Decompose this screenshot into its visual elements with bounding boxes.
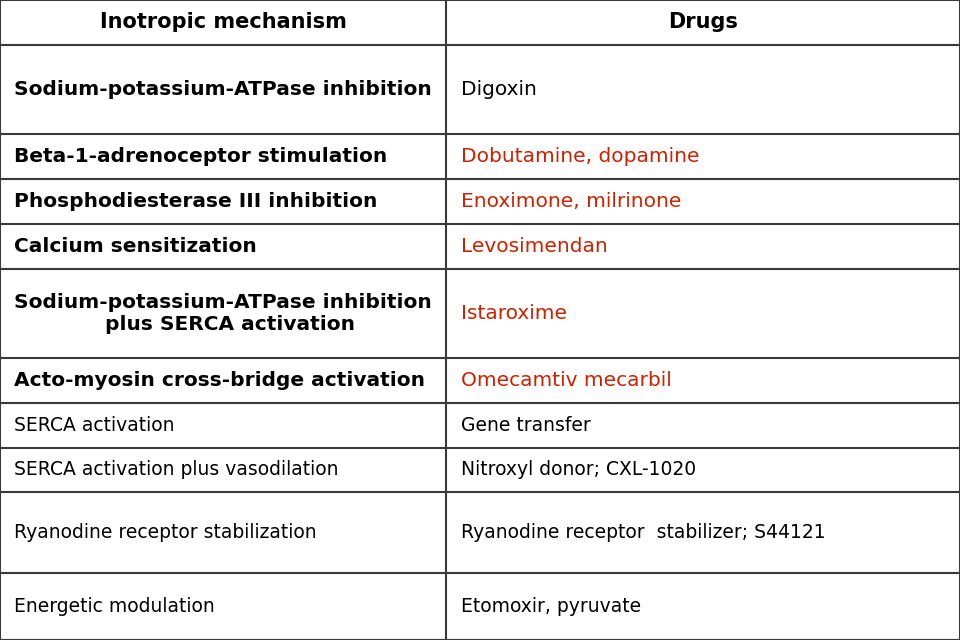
Text: Sodium-potassium-ATPase inhibition: Sodium-potassium-ATPase inhibition (14, 80, 432, 99)
Text: Etomoxir, pyruvate: Etomoxir, pyruvate (461, 597, 641, 616)
Text: SERCA activation plus vasodilation: SERCA activation plus vasodilation (14, 460, 339, 479)
Text: Sodium-potassium-ATPase inhibition
  plus SERCA activation: Sodium-potassium-ATPase inhibition plus … (14, 292, 432, 334)
Text: Omecamtiv mecarbil: Omecamtiv mecarbil (461, 371, 672, 390)
Text: Enoximone, milrinone: Enoximone, milrinone (461, 192, 682, 211)
Text: Istaroxime: Istaroxime (461, 304, 566, 323)
Text: Calcium sensitization: Calcium sensitization (14, 237, 257, 255)
Text: Ryanodine receptor  stabilizer; S44121: Ryanodine receptor stabilizer; S44121 (461, 523, 826, 542)
Text: Dobutamine, dopamine: Dobutamine, dopamine (461, 147, 699, 166)
Text: Inotropic mechanism: Inotropic mechanism (100, 12, 347, 33)
Text: Ryanodine receptor stabilization: Ryanodine receptor stabilization (14, 523, 317, 542)
Text: Levosimendan: Levosimendan (461, 237, 608, 255)
Text: Acto-myosin cross-bridge activation: Acto-myosin cross-bridge activation (14, 371, 425, 390)
Text: Nitroxyl donor; CXL-1020: Nitroxyl donor; CXL-1020 (461, 460, 696, 479)
Text: Beta-1-adrenoceptor stimulation: Beta-1-adrenoceptor stimulation (14, 147, 388, 166)
Text: Digoxin: Digoxin (461, 80, 537, 99)
Text: SERCA activation: SERCA activation (14, 415, 175, 435)
Text: Energetic modulation: Energetic modulation (14, 597, 215, 616)
Text: Drugs: Drugs (668, 12, 738, 33)
Text: Phosphodiesterase III inhibition: Phosphodiesterase III inhibition (14, 192, 378, 211)
Text: Gene transfer: Gene transfer (461, 415, 590, 435)
